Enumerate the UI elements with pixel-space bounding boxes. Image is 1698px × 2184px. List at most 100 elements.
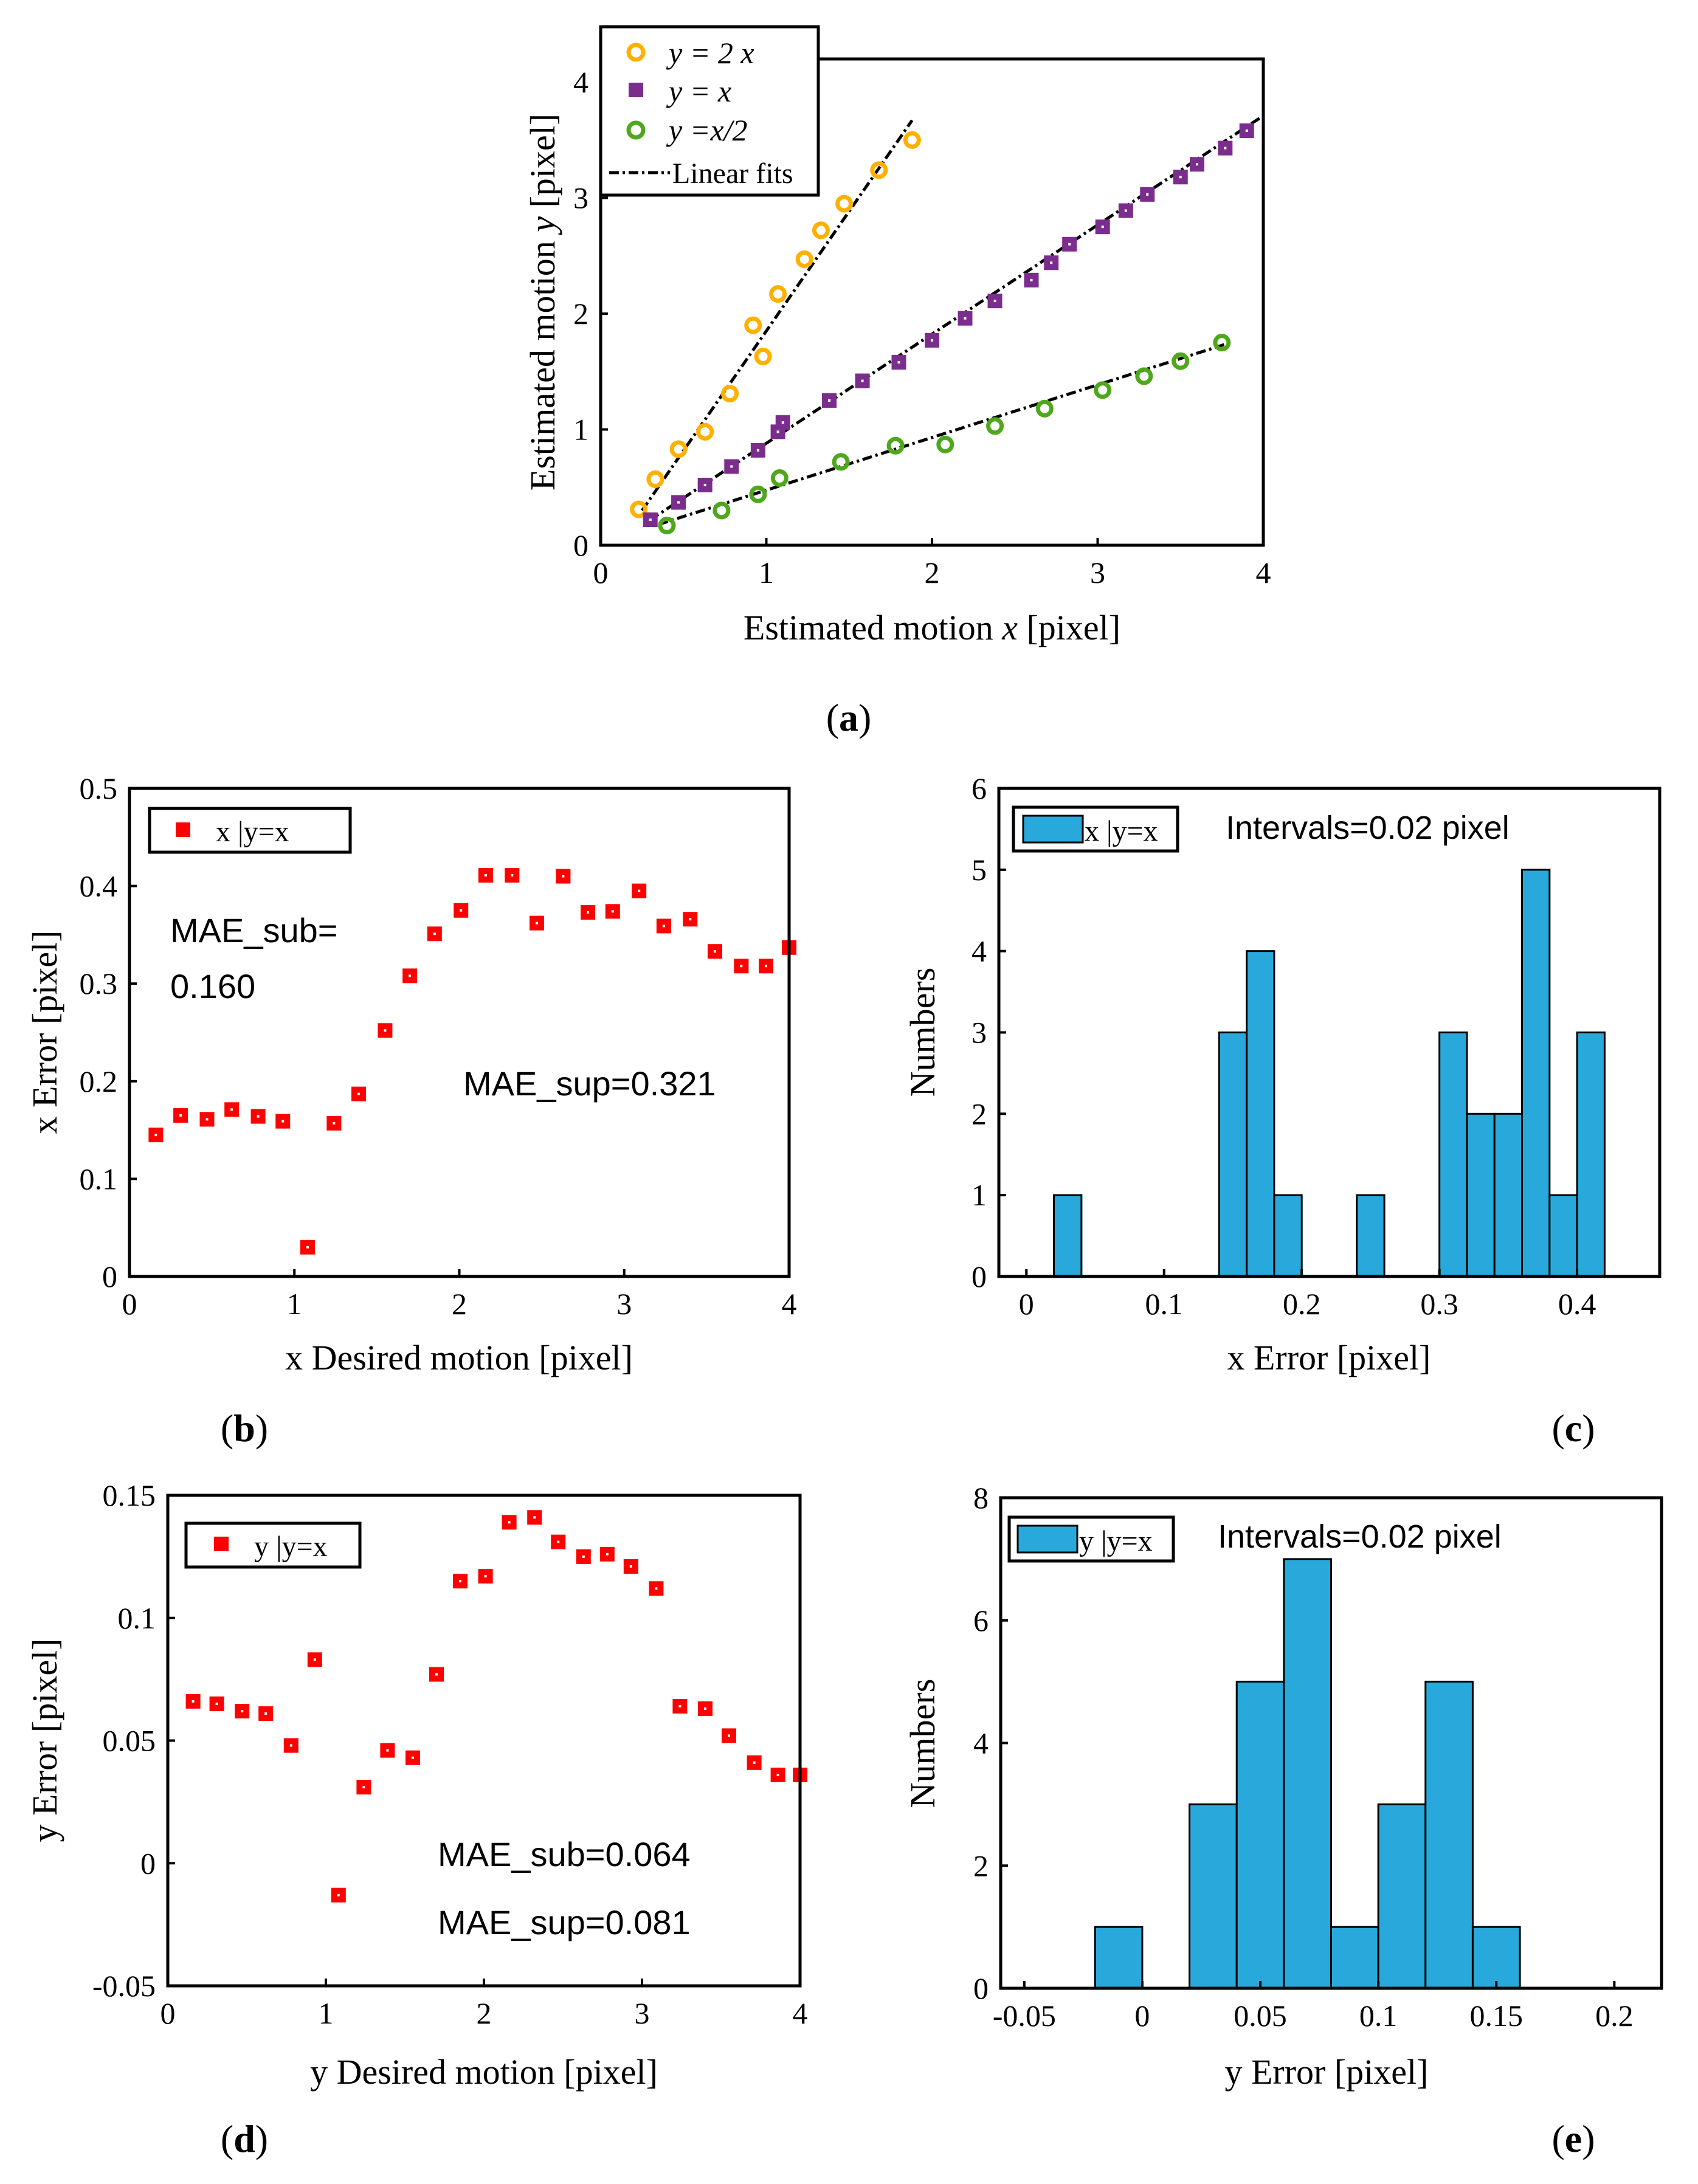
data-point [744, 316, 762, 334]
data-point [936, 435, 954, 453]
x-tick-label: 0.1 [1145, 1287, 1184, 1321]
data-point-center [964, 317, 967, 320]
data-point-center [1245, 129, 1248, 133]
data-point-center [655, 1587, 658, 1590]
data-point-center [215, 1702, 218, 1705]
data-point-center [533, 1516, 536, 1519]
data-point [769, 285, 787, 303]
panel-e-label: (e) [1551, 2117, 1595, 2160]
legend-marker-red-square [176, 822, 190, 837]
y-tick-label: -0.05 [92, 1969, 156, 2003]
data-point-center [357, 1092, 361, 1095]
data-point-center [828, 399, 831, 402]
panel-d-mae-sup: MAE_sup=0.081 [438, 1903, 691, 1941]
y-tick-label: 0 [573, 528, 588, 562]
data-point-center [713, 950, 716, 953]
histogram-bar [1283, 1558, 1333, 1989]
x-tick-label: 0.4 [1558, 1287, 1596, 1321]
data-point-center [333, 1121, 336, 1125]
data-point-center [730, 465, 733, 468]
x-tick-label: 0.2 [1595, 1999, 1634, 2033]
panel-a-ticks: 0 1 2 3 4 0 1 2 3 4 [573, 65, 1271, 590]
data-point-center [678, 1705, 682, 1708]
x-tick-label: 0.2 [1283, 1287, 1321, 1321]
data-point-center [484, 1575, 487, 1578]
x-tick-label: 0 [1134, 1999, 1150, 2033]
data-point-center [776, 430, 779, 433]
histogram-bar [1493, 1112, 1524, 1278]
panel-d-legend-label: y |y=x [254, 1531, 328, 1563]
data-point-center [662, 925, 665, 928]
panel-e-y-axis-label: Numbers [903, 1679, 942, 1808]
y-tick-label: 0 [972, 1259, 987, 1294]
data-point-center [562, 875, 565, 878]
data-point-center [484, 873, 487, 877]
y-tick-label: 0.3 [80, 966, 118, 1001]
y-tick-label: 0.1 [118, 1601, 156, 1635]
histogram-bar [1576, 1032, 1606, 1278]
x-tick-label: 0.1 [1359, 1999, 1398, 2033]
panel-b-legend-label: x |y=x [216, 816, 289, 848]
data-point-center [606, 1552, 609, 1555]
data-point-center [1050, 261, 1053, 264]
histogram-bar [1330, 1926, 1379, 1989]
data-point [835, 195, 854, 213]
y-tick-label: 6 [973, 1604, 989, 1638]
data-point [630, 500, 648, 518]
panel-a-legend-box [599, 25, 820, 197]
histogram-bar [1424, 1681, 1474, 1989]
legend-label-linear-fits: Linear fits [672, 157, 793, 190]
panel-c-plot-marks [1053, 869, 1606, 1278]
histogram-bar [1521, 869, 1551, 1278]
data-point [1172, 352, 1190, 370]
data-point [812, 221, 830, 239]
panel-a-plot-marks [630, 115, 1263, 535]
panel-d-mae-sub: MAE_sub=0.064 [438, 1835, 691, 1873]
data-point [770, 469, 789, 487]
panel-d-plot-marks [185, 1510, 807, 1903]
panel-d-x-axis-label: y Desired motion [pixel] [310, 2052, 658, 2092]
legend-marker-purple-square [629, 83, 643, 97]
x-tick-label: 3 [616, 1287, 632, 1321]
legend-label-y-x-half: y =x/2 [666, 113, 748, 147]
x-tick-label: 1 [319, 1996, 334, 2030]
panel-d-y-axis-label: y Error [pixel] [25, 1639, 64, 1842]
x-tick-label: 0 [122, 1287, 137, 1321]
data-point [713, 501, 731, 520]
panel-c-ticks: 0 0.1 0.2 0.3 0.4 0 1 2 3 4 5 6 [972, 771, 1596, 1321]
histogram-bar [1356, 1194, 1386, 1278]
panel-b-y-axis-label: x Error [pixel] [25, 931, 64, 1134]
x-tick-label: 1 [759, 556, 774, 590]
x-tick-label: 4 [782, 1287, 797, 1321]
data-point-center [1224, 146, 1227, 150]
x-tick-label: 0.3 [1420, 1287, 1458, 1321]
data-point-center [897, 361, 900, 364]
data-point-center [776, 1773, 779, 1776]
y-tick-label: 3 [573, 181, 588, 215]
data-point-center [384, 1029, 387, 1032]
histogram-bar [1548, 1194, 1578, 1278]
x-tick-label: 0 [593, 556, 609, 590]
data-point [870, 161, 888, 179]
data-point [795, 250, 813, 269]
y-tick-label: 0.2 [80, 1064, 118, 1098]
y-tick-label: 4 [573, 65, 588, 99]
panel-b-plot-marks [148, 867, 796, 1255]
data-point-center [313, 1658, 316, 1661]
data-point-center [582, 1555, 585, 1558]
data-point [1135, 367, 1153, 385]
data-point [754, 348, 772, 366]
histogram-bar [1246, 950, 1275, 1278]
data-point-center [1068, 243, 1071, 246]
panel-b-legend: x |y=x [148, 807, 352, 854]
data-point-center [412, 1756, 414, 1759]
data-point-center [205, 1118, 209, 1121]
data-point-center [1030, 278, 1033, 281]
panel-c-y-axis-label: Numbers [903, 968, 942, 1097]
y-tick-label: 5 [972, 853, 987, 887]
panel-e-plot-marks [1094, 1558, 1521, 1989]
panel-c-legend-label: x |y=x [1085, 815, 1158, 847]
legend-marker-green-circle [626, 120, 646, 140]
data-point-center [337, 1893, 340, 1896]
data-point [721, 384, 739, 402]
